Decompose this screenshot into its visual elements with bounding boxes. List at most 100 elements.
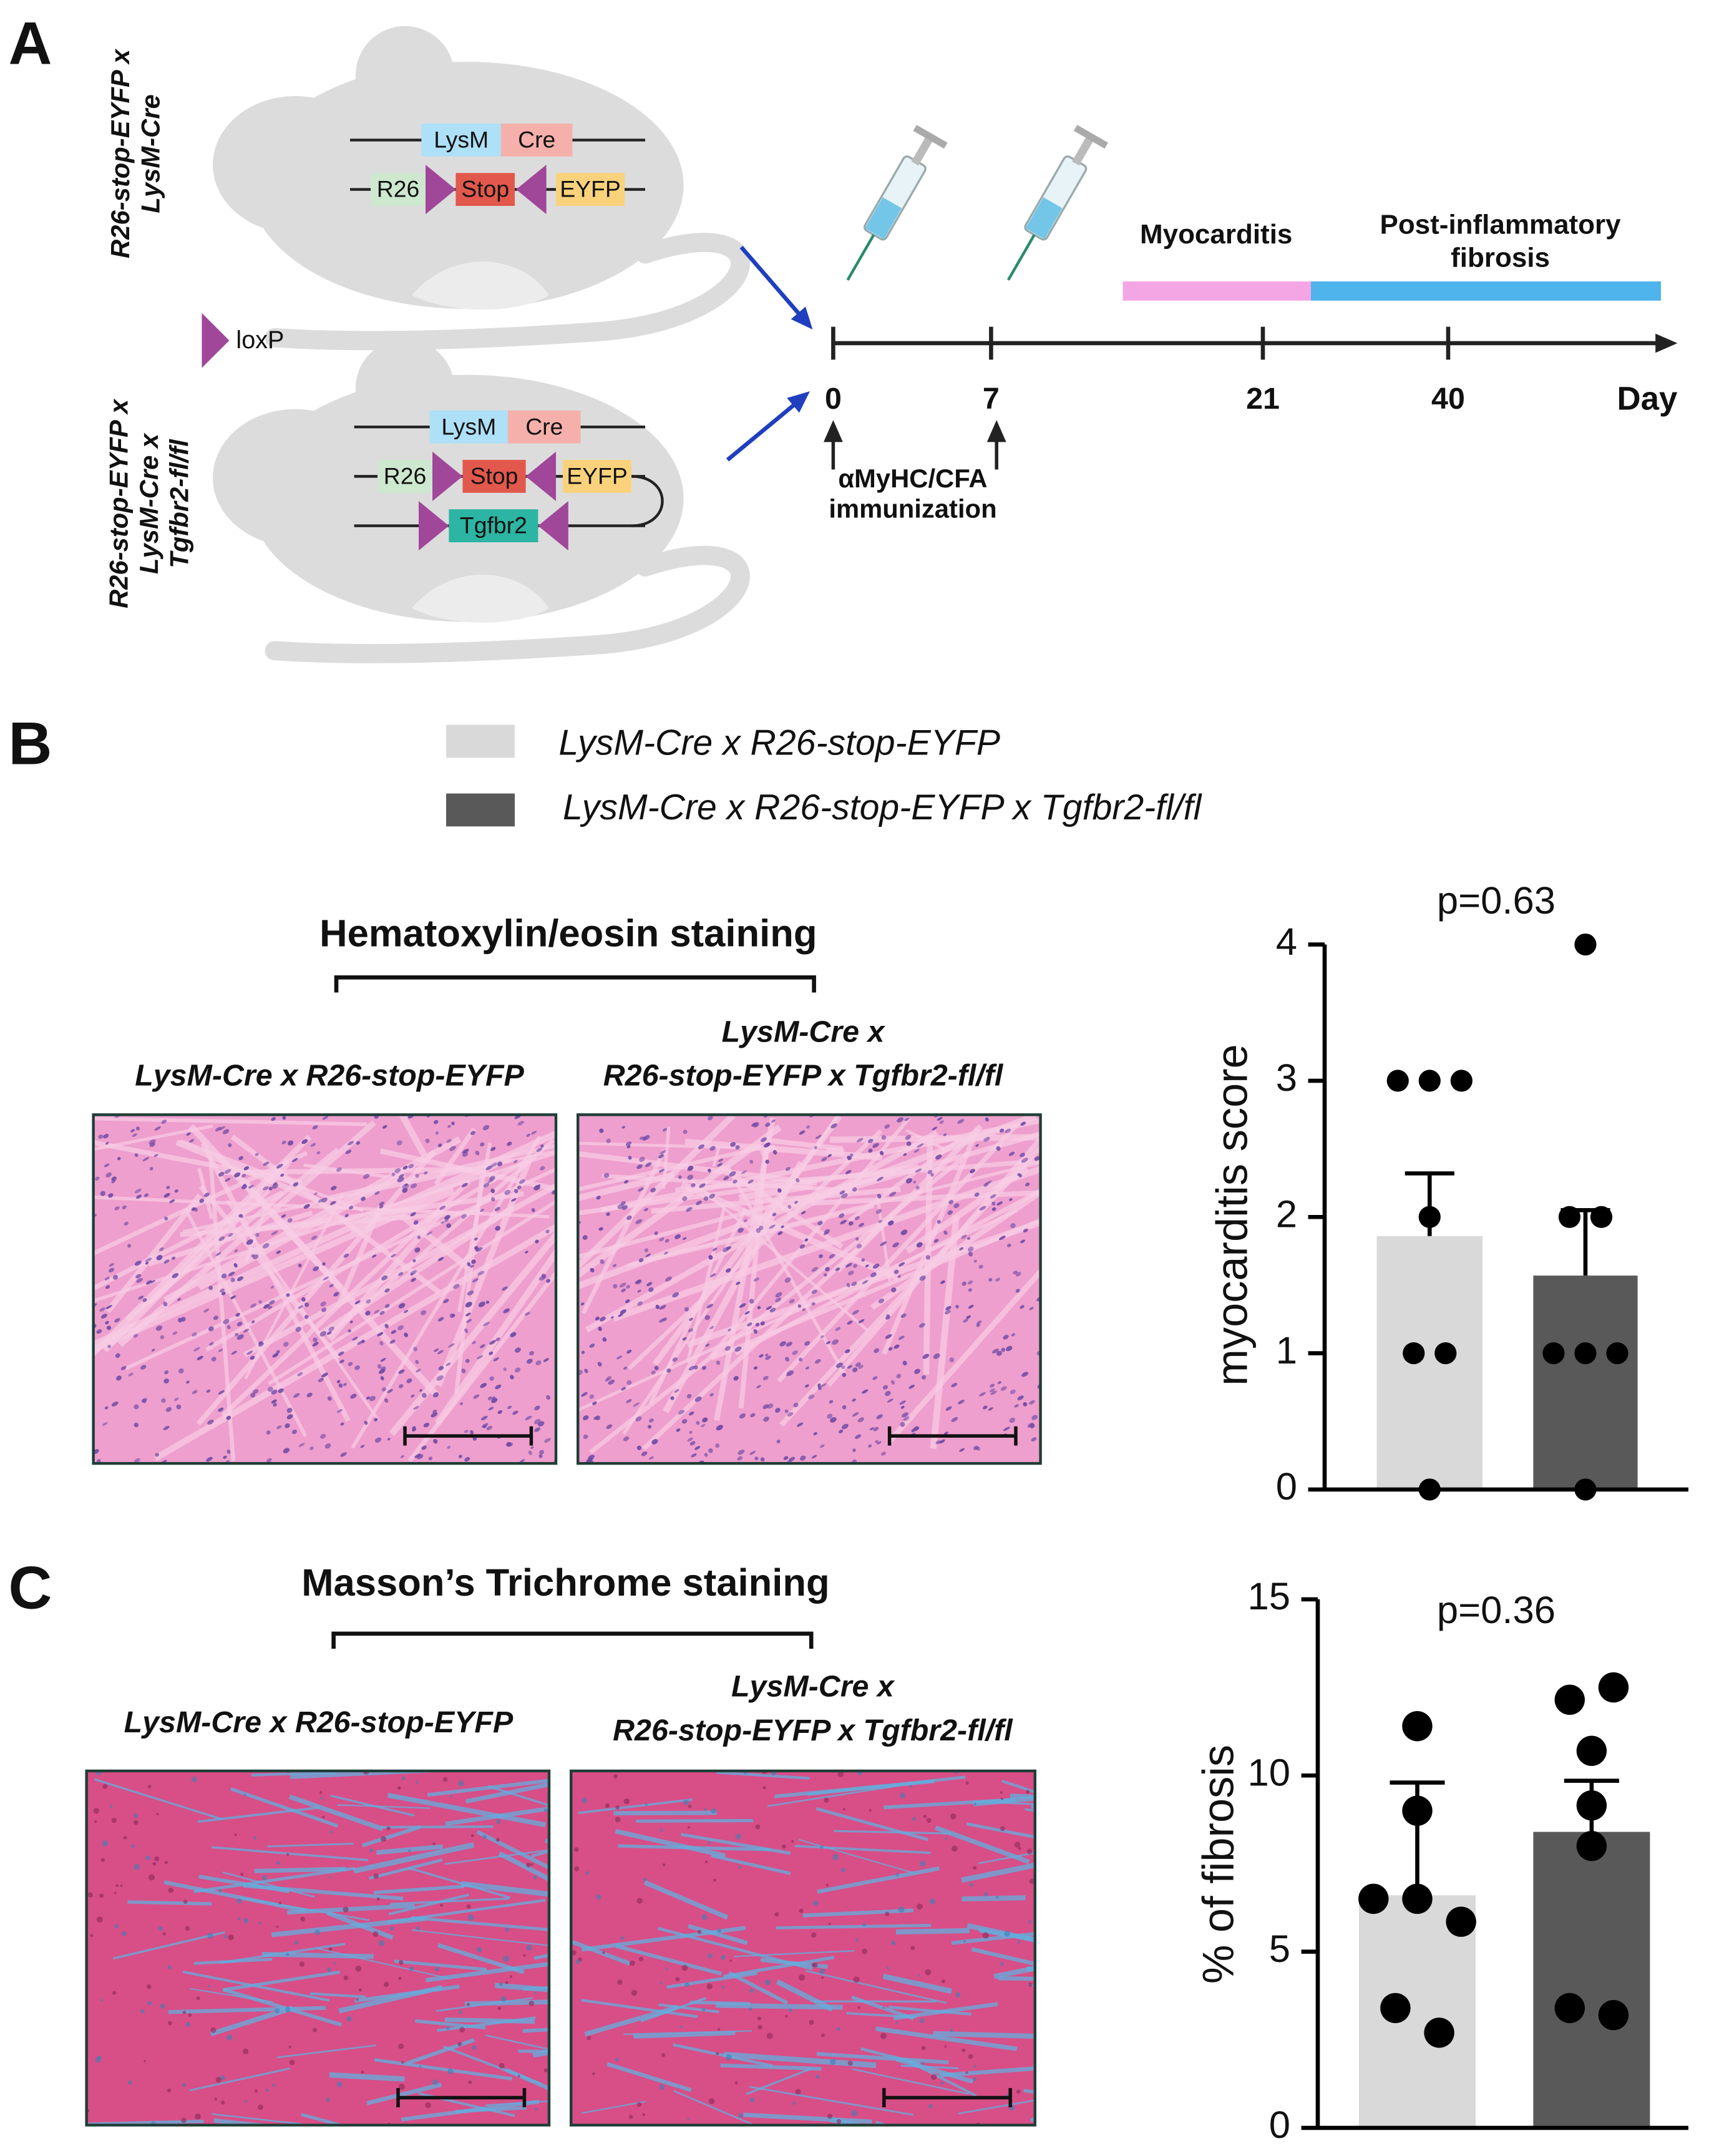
nucleus <box>96 1329 102 1334</box>
nucleus <box>815 1134 822 1139</box>
nucleus <box>391 1172 396 1176</box>
nucleus <box>776 1440 781 1443</box>
nucleus <box>847 1365 852 1369</box>
nucleus <box>839 1213 845 1218</box>
stain-speck <box>183 1900 188 1904</box>
stain-speck <box>140 2009 145 2014</box>
nucleus <box>479 1344 485 1349</box>
nucleus <box>111 1176 117 1181</box>
stain-speck <box>343 1975 349 1981</box>
nucleus <box>887 1220 894 1226</box>
stain-speck <box>128 2080 133 2085</box>
stain-speck <box>254 2089 258 2093</box>
data-point <box>1403 1342 1425 1365</box>
stain-speck <box>738 1865 742 1869</box>
nucleus <box>753 1329 757 1334</box>
stain-speck <box>675 1977 680 1982</box>
collagen-streak <box>794 1845 931 1855</box>
nucleus <box>948 1200 954 1204</box>
nucleus <box>176 1404 182 1410</box>
nucleus <box>464 1430 469 1433</box>
nucleus <box>301 1139 308 1144</box>
collagen-streak <box>895 2057 974 2084</box>
nucleus <box>766 1305 772 1310</box>
nucleus <box>340 1422 344 1426</box>
stain-speck <box>167 1965 172 1969</box>
stain-speck <box>968 2054 973 2059</box>
nucleus <box>636 1445 641 1450</box>
stain-speck <box>381 1836 387 1842</box>
nucleus <box>397 1176 404 1183</box>
nucleus <box>925 1255 931 1260</box>
stain-speck <box>862 1923 867 1927</box>
nucleus <box>626 1215 632 1220</box>
nucleus <box>855 1362 861 1367</box>
collagen-streak <box>329 2072 405 2082</box>
nucleus <box>230 1277 235 1282</box>
nucleus <box>589 1344 595 1348</box>
nucleus <box>321 1307 327 1312</box>
nucleus <box>293 1182 299 1187</box>
stain-speck <box>955 1992 961 1998</box>
nucleus <box>428 1456 433 1461</box>
nucleus <box>439 1206 446 1210</box>
nucleus <box>1029 1400 1035 1405</box>
nucleus <box>413 1220 419 1225</box>
nucleus <box>618 1313 623 1317</box>
nucleus <box>99 1307 105 1312</box>
nucleus <box>122 1205 127 1209</box>
stain-speck <box>416 1926 421 1931</box>
nucleus <box>160 1335 165 1340</box>
nucleus <box>841 1365 845 1369</box>
fiber-streak <box>217 1166 482 1176</box>
fiber-streak <box>578 1124 782 1279</box>
stain-speck <box>147 1984 152 1989</box>
stain-speck <box>100 1999 103 2002</box>
stain-speck <box>288 2046 291 2049</box>
nucleus <box>736 1281 741 1285</box>
nucleus <box>804 1340 811 1346</box>
nucleus <box>621 1387 626 1391</box>
stain-speck <box>816 2074 820 2079</box>
stain-speck <box>425 2102 431 2109</box>
nucleus <box>538 1454 543 1458</box>
nucleus <box>958 1400 965 1405</box>
collagen-streak <box>427 1778 550 1797</box>
nucleus <box>897 1117 903 1123</box>
stain-speck <box>824 1797 829 1803</box>
data-point <box>1358 1883 1389 1915</box>
stain-speck <box>322 1815 325 1818</box>
stain-speck <box>819 1845 824 1849</box>
nucleus <box>178 1368 184 1373</box>
collagen-streak <box>276 2044 376 2059</box>
stain-speck <box>376 1897 380 1901</box>
nucleus <box>606 1212 610 1216</box>
collagen-streak <box>875 2026 1018 2051</box>
nucleus <box>329 1201 336 1206</box>
nucleus <box>127 1244 132 1248</box>
nucleus <box>1008 1151 1015 1156</box>
nucleus <box>412 1259 416 1262</box>
nucleus <box>433 1438 438 1444</box>
nucleus <box>921 1375 927 1380</box>
stain-speck <box>543 2068 548 2072</box>
data-point <box>1424 2017 1454 2048</box>
nucleus <box>873 1427 879 1432</box>
nucleus <box>384 1398 389 1403</box>
nucleus <box>226 1325 231 1330</box>
stain-speck <box>409 1966 414 1971</box>
stain-speck <box>636 2102 642 2107</box>
stain-speck <box>662 1863 666 1866</box>
nucleus <box>1000 1386 1007 1391</box>
collagen-streak <box>933 2031 1035 2039</box>
cre-box <box>501 123 573 157</box>
nucleus <box>880 1241 887 1246</box>
collagen-streak <box>805 1969 947 2004</box>
nucleus <box>666 1368 671 1373</box>
nucleus <box>651 1370 656 1375</box>
nucleus <box>670 1396 674 1400</box>
nucleus <box>701 1424 706 1428</box>
nucleus <box>150 1280 155 1284</box>
nucleus <box>852 1367 858 1373</box>
nucleus <box>878 1298 885 1304</box>
